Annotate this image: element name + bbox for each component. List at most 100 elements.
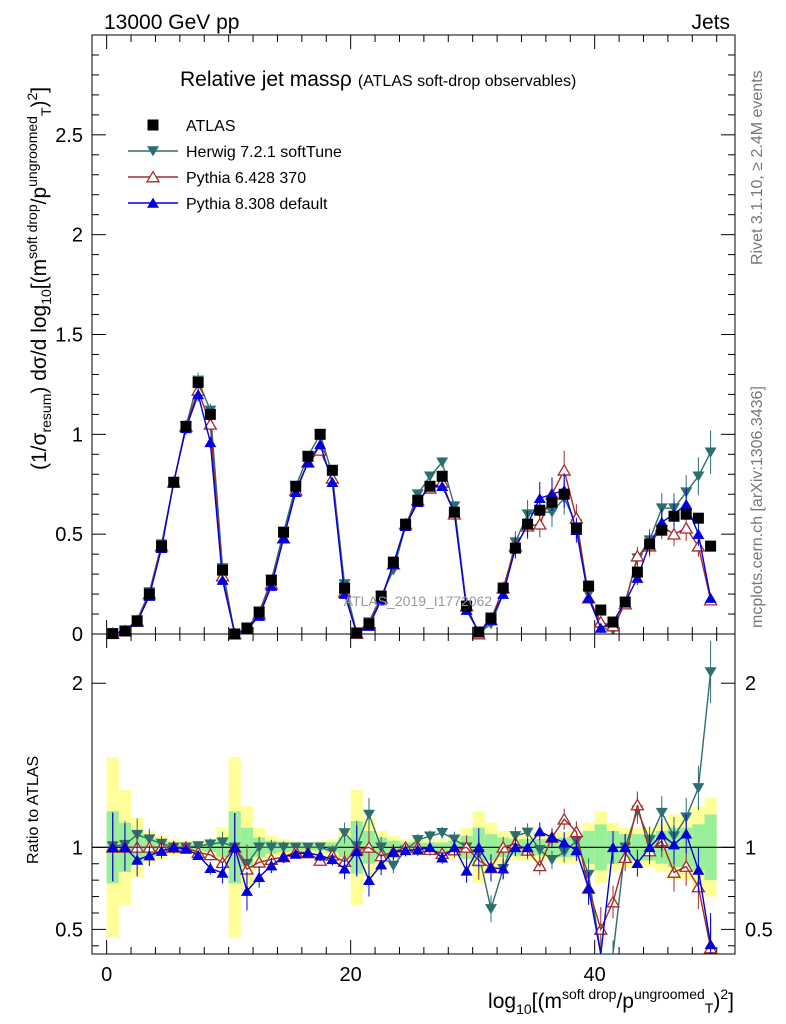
legend-entry: ATLAS [147,118,236,135]
data-point [204,436,217,448]
ylabel-part-f: ] [28,87,51,93]
data-point [533,492,546,504]
data-point [289,486,302,498]
xlabel-part-a: log [488,990,516,1013]
legend-label: Pythia 8.308 default [186,196,328,213]
legend-marker [147,119,159,131]
data-point [607,616,619,628]
y-tick-label-main: 2 [72,225,83,247]
data-point [545,507,558,518]
data-point [666,527,682,540]
ratio-axis-ticks: 0 20 40 0.5 0.5 1 1 2 2 [55,634,773,986]
legend-label: ATLAS [186,118,236,135]
data-point [448,501,461,512]
y-tick-label-ratio-right: 1 [745,837,756,859]
data-point [558,488,570,500]
data-point [473,626,485,638]
main-curves [105,372,718,640]
data-point [400,518,412,530]
data-point [497,582,509,594]
legend-entry: Herwig 7.2.1 softTune [128,144,342,161]
y-axis-label-ratio: Ratio to ATLAS [25,756,42,864]
ratio-point [630,798,645,811]
y-tick-label-ratio-right: 0.5 [745,919,773,941]
y-axis-label-main: (1/σresum) dσ/d log10[(msoft drop/pungro… [24,87,54,470]
xlabel-part-c-sub: T [705,1000,714,1016]
xlabel-part-a-sub: 10 [516,1001,532,1017]
data-point [705,540,717,552]
data-point [203,417,218,430]
ratio-line [112,804,712,949]
y-tick-label-main: 0.5 [55,524,83,546]
data-point [241,622,253,634]
mcplots-label: mcplots.cern.ch [arXiv:1306.3436] [749,386,766,628]
data-point [485,612,497,624]
xlabel-part-b: [(m [532,990,562,1013]
y-tick-label-main: 0 [72,624,83,646]
rivet-label: Rivet 3.1.10, ≥ 2.4M events [749,70,766,265]
legend-marker [147,146,159,157]
x-tick-label: 20 [340,964,362,986]
data-point [290,480,302,492]
ratio-frame [91,633,736,955]
data-point [545,488,558,500]
data-point [680,498,693,510]
data-point [692,471,705,482]
data-point [217,564,229,576]
y-tick-label-main: 1.5 [55,325,83,347]
data-point [655,516,668,527]
data-point [314,438,327,450]
data-point [192,376,204,388]
xlabel-part-b-sup: soft drop [562,986,617,1002]
data-point [582,592,595,603]
data-point [631,572,644,583]
ylabel-part-a-sub: resum [38,394,54,433]
data-point [619,596,631,608]
data-point [326,464,338,476]
data-point [704,447,717,458]
data-point [534,504,546,516]
data-point [351,627,363,639]
x-tick-label: 40 [584,964,606,986]
ylabel-part-d-sub: T [38,107,54,116]
energy-label: 13000 GeV pp [104,11,239,34]
data-point [522,518,534,530]
legend-marker [147,197,159,208]
ratio-line [112,671,712,955]
ylabel-part-c-sup: soft drop [24,204,40,259]
x-axis-label: log10[(msoft drop/pungroomedT)2] [488,986,734,1017]
data-point [277,532,290,543]
data-point [131,615,143,627]
data-point [253,606,265,618]
data-point [668,510,680,522]
data-point [339,582,351,594]
y-tick-label-ratio-left: 0.5 [55,919,83,941]
data-point [278,526,290,538]
ylabel-part-b: ) dσ/d log [28,305,51,394]
data-point [301,456,314,468]
data-point [656,524,668,536]
ratio-series-pythia-8-308-default [106,813,717,955]
data-point [546,496,558,508]
legend-entry: Pythia 8.308 default [128,196,328,213]
process-label: Jets [691,11,730,34]
data-point [265,580,278,591]
main-panel: 0 0.5 1 1.5 2 2.5 ATLAS_2019_I1772062 Relativ… [24,34,736,646]
data-point [679,521,694,534]
chart-title: Relative jet massρ (ATLAS soft-drop obser… [180,68,576,91]
xlabel-part-c: /p [616,990,634,1013]
ylabel-part-d: /p [28,187,51,205]
data-point [583,580,595,592]
data-point [436,480,449,492]
main-axis-ticks: 0 0.5 1 1.5 2 2.5 [55,35,735,646]
xlabel-part-c-sup: ungroomed [634,986,705,1002]
data-point [497,588,510,599]
ylabel-part-a: (1/σ [28,432,51,470]
data-point [143,588,155,600]
series-atlas [107,376,717,640]
data-point [168,476,180,488]
data-point [436,457,449,468]
data-point [644,538,656,550]
data-point [338,588,351,599]
data-point [375,590,387,602]
